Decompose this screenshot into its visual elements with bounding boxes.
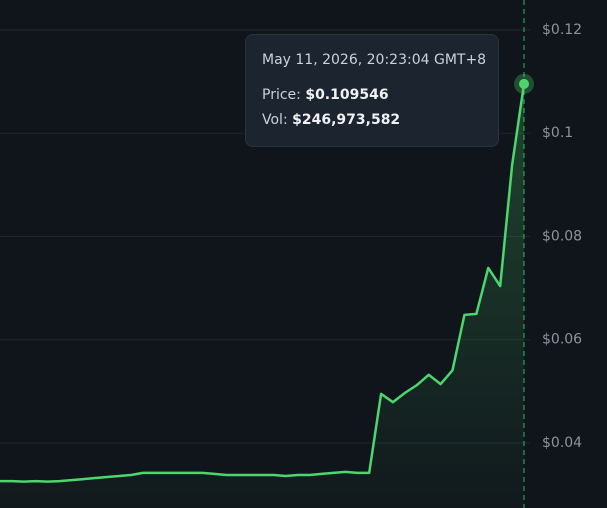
tooltip-price: Price: $0.109546 xyxy=(262,87,389,103)
price-value: $0.109546 xyxy=(305,87,389,103)
tooltip-date: May 11, 2026, 20:23:04 GMT+8 xyxy=(262,52,487,68)
price-line xyxy=(0,83,526,483)
tooltip: May 11, 2026, 20:23:04 GMT+8 Price: $0.1… xyxy=(245,34,499,147)
y-tick-label: $0.08 xyxy=(542,228,582,244)
y-tick-label: $0.06 xyxy=(542,332,582,348)
y-tick-label: $0.12 xyxy=(542,22,582,38)
plot xyxy=(0,73,534,508)
price-label: Price: xyxy=(262,87,301,103)
tooltip-vol: Vol: $246,973,582 xyxy=(262,112,400,128)
vol-value: $246,973,582 xyxy=(292,112,401,128)
hover-point xyxy=(519,78,529,89)
area xyxy=(0,83,524,508)
y-tick-label: $0.04 xyxy=(542,435,582,451)
y-tick-label: $0.1 xyxy=(542,125,573,141)
vol-label: Vol: xyxy=(262,112,288,128)
